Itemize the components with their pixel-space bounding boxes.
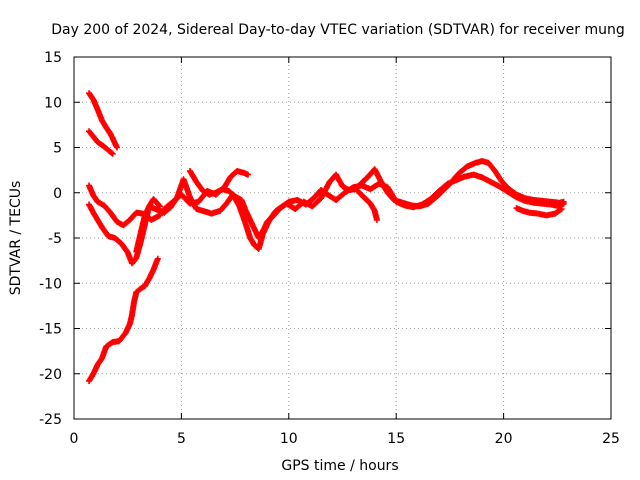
- data-point: [114, 144, 120, 151]
- data-point: [109, 150, 116, 157]
- data-point: [560, 198, 567, 205]
- data-point: [156, 202, 162, 209]
- y-tick-label: -10: [39, 276, 62, 292]
- y-tick-label: -5: [48, 231, 62, 247]
- data-point: [245, 171, 251, 178]
- x-tick-label: 10: [280, 431, 298, 447]
- series-track-b: [86, 128, 116, 157]
- y-tick-label: 5: [53, 141, 62, 157]
- data-point: [154, 255, 161, 262]
- series-track-h: [187, 158, 567, 241]
- series-track-i: [354, 187, 380, 223]
- data-points: [86, 90, 567, 384]
- grid-lines: [74, 57, 611, 419]
- data-point: [108, 149, 115, 156]
- series-track-g: [161, 168, 251, 212]
- x-tick-label: 20: [495, 431, 513, 447]
- x-tick-label: 15: [387, 431, 405, 447]
- y-tick-label: -25: [39, 412, 62, 428]
- x-tick-label: 5: [177, 431, 186, 447]
- data-point: [373, 216, 380, 223]
- y-tick-label: -15: [39, 322, 62, 338]
- y-tick-label: 10: [44, 95, 62, 111]
- series-track-a: [86, 90, 120, 151]
- chart-title: Day 200 of 2024, Sidereal Day-to-day VTE…: [51, 22, 625, 38]
- x-axis-label: GPS time / hours: [281, 458, 398, 474]
- series-track-e: [86, 255, 161, 384]
- axis-ticks: 0 5 10 15 20 25 -25 -20 -15 -10 -5 0 5 10 15: [39, 50, 620, 447]
- y-axis-label: SDTVAR / TECUs: [8, 181, 24, 296]
- x-tick-label: 0: [70, 431, 79, 447]
- x-tick-label: 25: [602, 431, 620, 447]
- data-point: [558, 206, 565, 212]
- series-track-j: [513, 205, 565, 219]
- y-tick-label: -20: [39, 367, 62, 383]
- series-track-c: [86, 182, 163, 229]
- y-tick-label: 15: [44, 50, 62, 66]
- y-tick-label: 0: [53, 186, 62, 202]
